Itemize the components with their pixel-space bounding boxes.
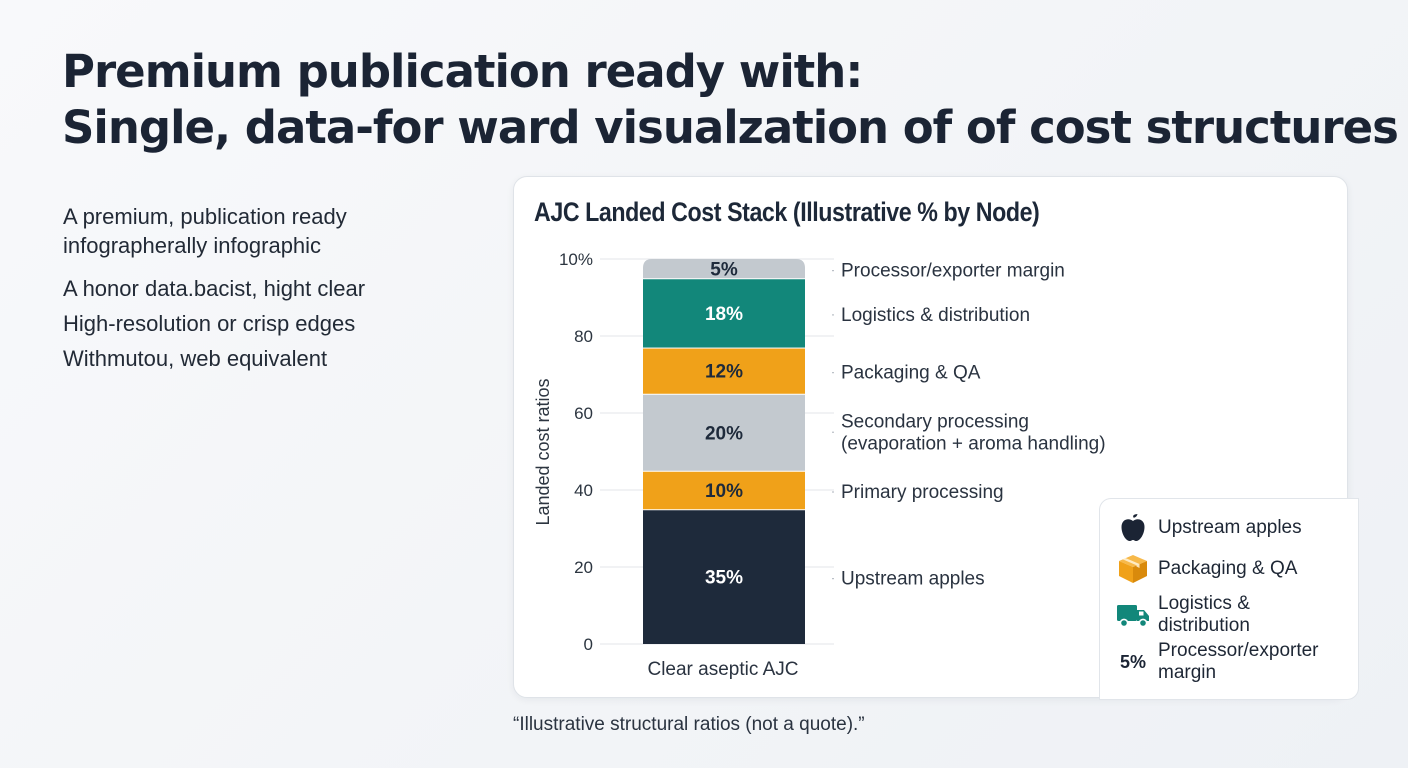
legend-item-packaging: Packaging & QA [1116, 552, 1297, 586]
note-item-4: Withmutou, web equivalent [63, 346, 328, 371]
annotation-secondary-processing-detail: (evaporation + aroma handling) [841, 433, 1106, 454]
headline: Premium publication ready with: Single, … [62, 44, 1399, 156]
annotation-secondary-processing: Secondary processing [841, 411, 1029, 432]
box-icon [1116, 552, 1150, 586]
y-tick-label: 60 [574, 404, 593, 423]
bar-segment-logistics-distribution [643, 279, 805, 348]
bar-segment-processor-exporter-margin [643, 259, 805, 279]
data-label-processor-exporter-margin: 5% [710, 260, 738, 281]
apple-icon [1116, 511, 1150, 545]
annotation-primary-processing: Primary processing [841, 482, 1004, 503]
note-item-2: A honor data.bacist, hight clear [63, 276, 366, 301]
footnote: “Illustrative structural ratios (not a q… [513, 714, 865, 735]
y-tick-label: 80 [574, 327, 593, 346]
chart-legend: Upstream apples Packaging & QA Logistics… [1099, 498, 1359, 700]
note-item-1: A premium, publication ready infographer… [63, 202, 365, 260]
legend-label-upstream-apples: Upstream apples [1158, 517, 1302, 538]
truck-icon [1116, 598, 1150, 632]
annotation-processor-exporter-margin: Processor/exporter margin [841, 261, 1065, 282]
legend-label-logistics-line-1: Logistics & [1158, 593, 1250, 614]
legend-item-upstream-apples: Upstream apples [1116, 511, 1302, 545]
annotation-packaging-qa: Packaging & QA [841, 363, 981, 384]
legend-item-margin: 5% Processor/exporter margin [1116, 640, 1319, 684]
legend-label-logistics: Logistics & distribution [1158, 593, 1250, 637]
y-tick-label: 0 [584, 635, 593, 654]
bar-segment-secondary-processing [643, 394, 805, 471]
percent-icon: 5% [1119, 651, 1146, 672]
data-label-upstream-apples: 35% [705, 568, 743, 589]
y-tick-label: 10% [559, 250, 593, 269]
legend-label-margin: Processor/exporter margin [1158, 640, 1319, 684]
chart-card: AJC Landed Cost Stack (Illustrative % by… [513, 176, 1348, 698]
x-category-label: Clear aseptic AJC [647, 659, 798, 680]
note-item-1-line-2: infographerally infographic [63, 233, 322, 258]
data-label-primary-processing: 10% [705, 481, 743, 502]
y-axis-label: Landed cost ratios [533, 378, 553, 525]
y-tick-label: 20 [574, 558, 593, 577]
legend-label-packaging: Packaging & QA [1158, 558, 1298, 579]
note-item-1-line-1: A premium, publication ready [63, 204, 347, 229]
bar-segment-upstream-apples [643, 510, 805, 644]
bar-segment-packaging-qa [643, 348, 805, 394]
annotation-upstream-apples: Upstream apples [841, 569, 985, 590]
y-tick-label: 40 [574, 481, 593, 500]
annotation-logistics-distribution: Logistics & distribution [841, 305, 1030, 326]
notes-list: A premium, publication ready infographer… [63, 202, 365, 379]
data-label-secondary-processing: 20% [705, 423, 743, 444]
legend-label-margin-line-2: margin [1158, 662, 1217, 683]
legend-item-logistics: Logistics & distribution [1116, 593, 1250, 637]
stacked-bar-chart: 10% 80 60 40 20 0 Landed cost ratios 35% Upstrea… [533, 250, 1106, 680]
headline-line-1: Premium publication ready with: [62, 45, 863, 98]
data-label-packaging-qa: 12% [705, 362, 743, 383]
chart-title: AJC Landed Cost Stack (Illustrative % by… [534, 197, 1040, 227]
note-item-3: High-resolution or crisp edges [63, 311, 356, 336]
legend-label-logistics-line-2: distribution [1158, 615, 1250, 636]
bar-segment-primary-processing [643, 471, 805, 510]
headline-line-2: Single, data-for ward visualzation of of… [62, 101, 1399, 154]
legend-label-margin-line-1: Processor/exporter [1158, 640, 1319, 661]
data-label-logistics-distribution: 18% [705, 304, 743, 325]
